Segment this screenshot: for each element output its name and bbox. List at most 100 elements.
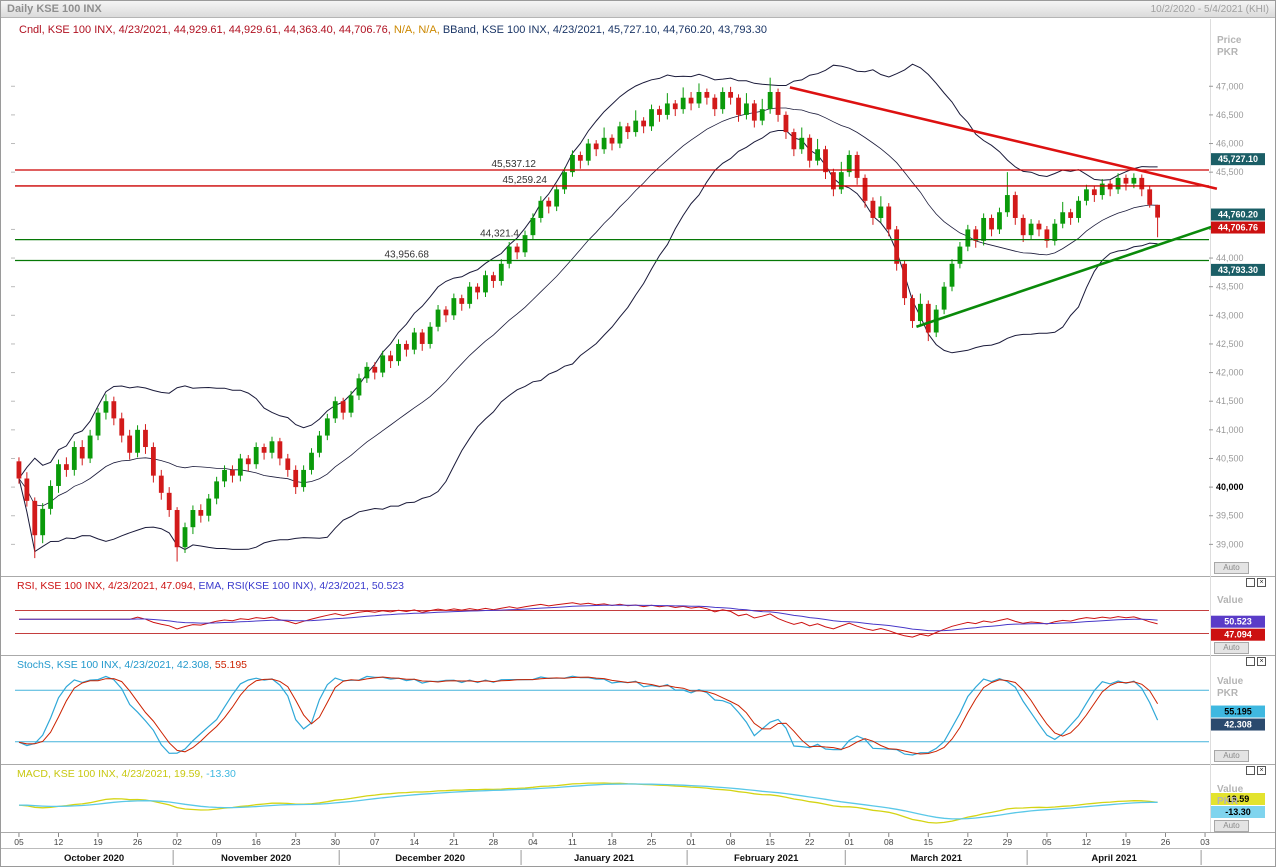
candle-body	[245, 458, 251, 465]
date-range-label: 10/2/2020 - 5/4/2021 (KHI)	[1150, 3, 1269, 15]
value-label: 44,760.20	[1218, 210, 1258, 220]
macd-axis-header: Value PKR	[1217, 784, 1243, 808]
candle-body	[87, 435, 93, 459]
date-tick-label: 09	[212, 837, 222, 847]
value-label: 42.308	[1224, 720, 1252, 730]
stoch-panel-restore-button[interactable]	[1246, 657, 1255, 666]
candle-body	[989, 217, 994, 230]
candle-body	[16, 461, 22, 479]
candle-body	[807, 137, 813, 161]
rsi-auto-button[interactable]: Auto	[1214, 642, 1249, 654]
candle-body	[158, 475, 164, 493]
candle-body	[1123, 177, 1129, 184]
value-label-box	[1211, 263, 1265, 276]
candle-body	[324, 418, 330, 436]
date-tick-label: 12	[54, 837, 64, 847]
legend-stoch-d: 55.195	[214, 659, 248, 671]
candle-body	[214, 481, 220, 499]
price-tick-label: 42,500	[1216, 339, 1244, 349]
candle-body	[672, 103, 678, 110]
candle-body	[917, 303, 923, 322]
date-tick-label: 26	[133, 837, 143, 847]
candle-body	[79, 447, 85, 459]
candle-body	[538, 200, 544, 218]
month-label: October 2020	[64, 853, 124, 864]
candle-body	[649, 109, 654, 127]
candle-body	[56, 464, 61, 486]
hline-label: 45,259.24	[503, 175, 548, 186]
candle-body	[48, 485, 53, 509]
candle-body	[704, 91, 710, 98]
macd-auto-button[interactable]: Auto	[1214, 820, 1249, 832]
date-tick-label: 15	[924, 837, 934, 847]
candle-body	[862, 177, 868, 201]
price-tick-label: 44,000	[1216, 253, 1244, 263]
date-tick-label: 12	[1082, 837, 1092, 847]
candle-body	[570, 154, 575, 173]
candle-body	[230, 469, 235, 476]
rsi-panel-restore-button[interactable]	[1246, 578, 1255, 587]
candle-body	[1076, 200, 1081, 218]
month-label: March 2021	[910, 853, 962, 864]
candle-body	[617, 126, 623, 144]
main-auto-button[interactable]: Auto	[1214, 562, 1249, 574]
legend-stoch-k: StochS, KSE 100 INX, 4/23/2021, 42.308,	[17, 659, 215, 671]
candle-body	[870, 200, 876, 218]
candle-body	[435, 309, 441, 327]
candle-body	[237, 458, 243, 476]
candle-body	[1099, 183, 1105, 196]
value-label-box	[1211, 806, 1265, 818]
trendline[interactable]	[916, 222, 1222, 328]
support-resistance-lines: 45,537.12 45,259.24 44,321.4 43,956.68	[15, 159, 1209, 262]
date-tick-label: 19	[1121, 837, 1131, 847]
price-axis-header-line1: Price	[1217, 35, 1242, 46]
candle-body	[24, 478, 30, 501]
candle-body	[696, 91, 702, 104]
rsi-panel-close-button[interactable]: ×	[1257, 578, 1266, 587]
price-tick-label: 41,500	[1216, 396, 1244, 406]
window-titlebar[interactable]: Daily KSE 100 INX 10/2/2020 - 5/4/2021 (…	[1, 1, 1275, 18]
candle-body	[506, 246, 512, 264]
candle-body	[372, 366, 378, 373]
value-label: 19.59	[1227, 794, 1250, 804]
candle-body	[854, 154, 860, 178]
date-tick-label: 05	[1042, 837, 1052, 847]
candle-body	[997, 212, 1002, 230]
candle-body	[577, 154, 583, 161]
candle-body	[1020, 217, 1026, 236]
candle-body	[720, 91, 726, 110]
stoch-panel-close-button[interactable]: ×	[1257, 657, 1266, 666]
candle-body	[380, 355, 386, 373]
value-label: 44,706.76	[1218, 223, 1258, 233]
date-tick-label: 07	[370, 837, 380, 847]
macd-panel-restore-button[interactable]	[1246, 766, 1255, 775]
candle-body	[182, 527, 188, 548]
month-label: April 2021	[1091, 853, 1137, 864]
value-label: 43,793.30	[1218, 265, 1258, 275]
price-axis-header-line2: PKR	[1217, 47, 1239, 58]
stoch-auto-button[interactable]: Auto	[1214, 750, 1249, 762]
date-tick-label: 02	[172, 837, 182, 847]
price-tick-label: 45,500	[1216, 167, 1244, 177]
price-axis-header: Price PKR	[1217, 35, 1241, 59]
candle-body	[609, 137, 615, 144]
candle-body	[712, 97, 718, 110]
candle-body	[601, 137, 607, 150]
macd-panel-close-button[interactable]: ×	[1257, 766, 1266, 775]
rsi-legend: RSI, KSE 100 INX, 4/23/2021, 47.094, EMA…	[17, 580, 404, 592]
candle-body	[103, 401, 109, 413]
candle-body	[878, 206, 884, 218]
candle-body	[664, 103, 670, 115]
candle-body	[1084, 189, 1089, 201]
candle-body	[546, 200, 552, 207]
value-label-box	[1211, 793, 1265, 805]
date-tick-label: 14	[410, 837, 420, 847]
month-label: February 2021	[734, 853, 799, 864]
candle-body	[459, 298, 465, 304]
candle-body	[886, 206, 892, 230]
stoch-axis-header-line1: Value	[1217, 676, 1244, 687]
macd-axis-header-line2: PKR	[1217, 796, 1239, 807]
price-tick-label: 40,500	[1216, 453, 1244, 463]
trendline[interactable]	[789, 86, 1218, 191]
